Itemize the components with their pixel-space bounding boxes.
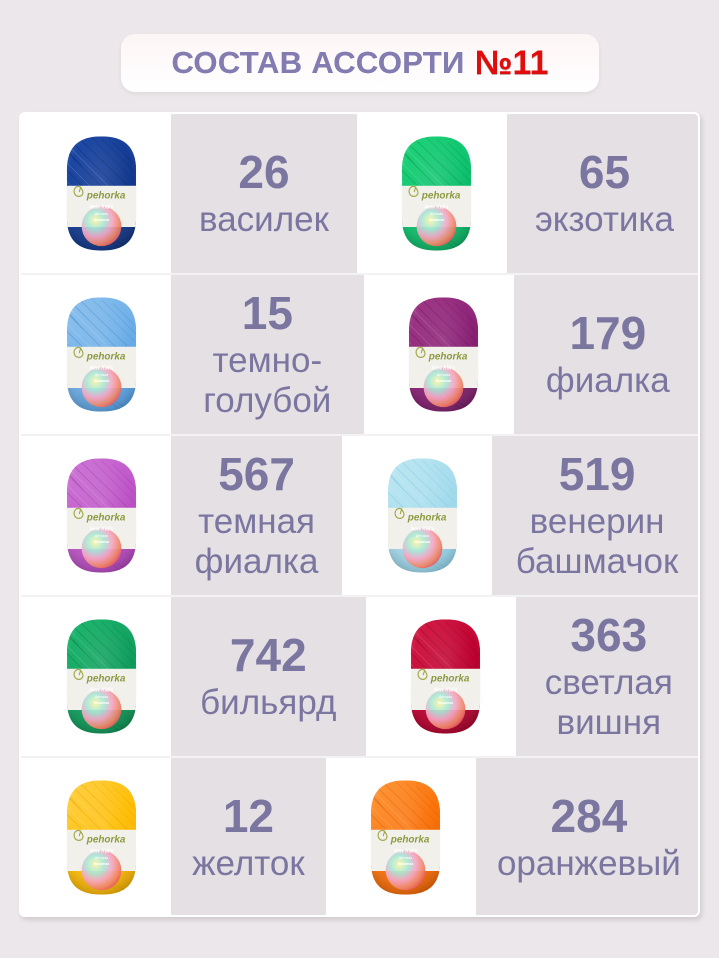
svg-text:New Kid's: New Kid's (89, 688, 113, 694)
svg-text:Детская: Детская (94, 534, 108, 538)
svg-text:pehorka: pehorka (85, 351, 125, 362)
svg-text:Новинка: Новинка (398, 862, 414, 866)
svg-text:pehorka: pehorka (421, 190, 461, 201)
svg-text:Новинка: Новинка (93, 540, 109, 544)
svg-text:New Kid's: New Kid's (89, 849, 113, 855)
svg-text:Детская: Детская (415, 534, 429, 538)
svg-text:Новинка: Новинка (93, 701, 109, 705)
svg-text:Новинка: Новинка (93, 218, 109, 222)
svg-text:Новинка: Новинка (414, 540, 430, 544)
svg-text:pehorka: pehorka (390, 834, 430, 845)
svg-text:pehorka: pehorka (85, 673, 125, 684)
svg-text:pehorka: pehorka (406, 512, 446, 523)
svg-text:New Kid's: New Kid's (89, 527, 113, 533)
svg-text:Детская: Детская (437, 373, 451, 377)
svg-text:Новинка: Новинка (436, 379, 452, 383)
svg-text:Детская: Детская (430, 212, 444, 216)
svg-text:Новинка: Новинка (93, 379, 109, 383)
svg-text:Новинка: Новинка (438, 701, 454, 705)
svg-text:pehorka: pehorka (428, 351, 468, 362)
svg-text:pehorka: pehorka (85, 834, 125, 845)
svg-text:pehorka: pehorka (85, 512, 125, 523)
svg-text:New Kid's: New Kid's (432, 366, 456, 372)
svg-text:Детская: Детская (94, 695, 108, 699)
svg-text:New Kid's: New Kid's (425, 205, 449, 211)
svg-text:pehorka: pehorka (85, 190, 125, 201)
svg-text:Новинка: Новинка (429, 218, 445, 222)
svg-text:Детская: Детская (94, 212, 108, 216)
svg-text:Новинка: Новинка (93, 862, 109, 866)
svg-text:New Kid's: New Kid's (89, 205, 113, 211)
svg-text:Детская: Детская (94, 856, 108, 860)
svg-text:Детская: Детская (439, 695, 453, 699)
svg-text:New Kid's: New Kid's (394, 849, 418, 855)
svg-text:New Kid's: New Kid's (89, 366, 113, 372)
svg-text:Детская: Детская (399, 856, 413, 860)
svg-text:Детская: Детская (94, 373, 108, 377)
svg-text:pehorka: pehorka (430, 673, 470, 684)
svg-text:New Kid's: New Kid's (434, 688, 458, 694)
svg-text:New Kid's: New Kid's (410, 527, 434, 533)
